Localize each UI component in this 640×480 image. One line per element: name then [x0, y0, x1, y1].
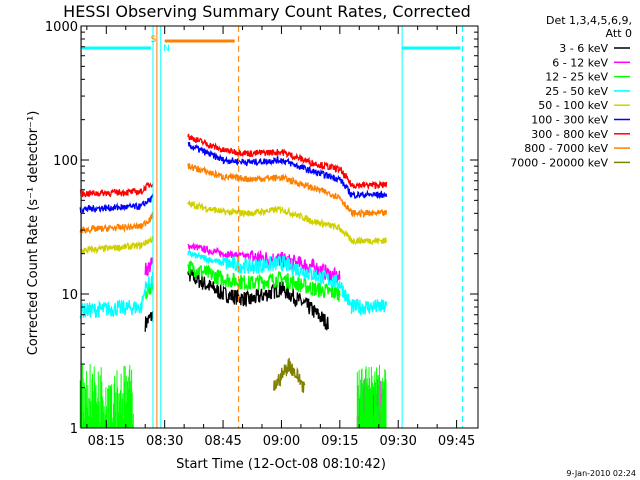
axes: 1 10 100 1000 08:15 08:30 08:45 09:00 09:15 09:30…: [45, 20, 479, 449]
series-line: [79, 249, 388, 319]
plot-area: SN: [79, 26, 463, 428]
series-7000-20000-kev: [273, 357, 306, 393]
series-50-100-kev: [80, 200, 388, 255]
series-line: [79, 133, 388, 198]
series-line: [144, 242, 341, 284]
x-tick-label: 09:00: [263, 434, 300, 449]
y-tick-label: 1000: [45, 20, 78, 35]
series-800-7000-kev: [79, 163, 388, 235]
y-axis-label: Corrected Count Rate (s⁻¹ detector⁻¹): [26, 111, 41, 356]
flag-label-s: S: [151, 35, 157, 45]
y-tick-label: 1: [70, 422, 78, 437]
flag-markers: SN: [80, 26, 463, 428]
legend-entry-label: 7000 - 20000 keV: [510, 156, 608, 169]
chart-title: HESSI Observing Summary Count Rates, Cor…: [63, 2, 471, 21]
series-line: [79, 163, 388, 235]
series-6-12-kev: [144, 242, 341, 284]
y-tick-label: 10: [61, 288, 78, 303]
legend-entry-label: 12 - 25 keV: [545, 71, 608, 84]
series-line: [273, 357, 306, 393]
low-count-bands: [79, 364, 387, 428]
legend-entry-label: 800 - 7000 keV: [524, 142, 608, 155]
series-300-800-kev: [79, 133, 388, 198]
x-tick-label: 08:15: [88, 434, 125, 449]
x-tick-label: 09:45: [438, 434, 475, 449]
x-tick-label: 09:15: [321, 434, 358, 449]
legend-header: Det 1,3,4,5,6,9,: [546, 14, 632, 27]
timestamp: 9-Jan-2010 02:24: [566, 469, 636, 478]
legend-entry-label: 50 - 100 keV: [538, 99, 608, 112]
legend-header: Att 0: [606, 27, 632, 40]
y-tick-label: 100: [53, 154, 78, 169]
plot-frame: [80, 25, 479, 429]
series-line: [144, 267, 329, 332]
x-tick-label: 08:30: [146, 434, 183, 449]
series-line: [80, 200, 388, 255]
x-tick-label: 09:30: [379, 434, 416, 449]
series-100-300-kev: [79, 141, 388, 214]
legend-entry-label: 6 - 12 keV: [552, 56, 608, 69]
series-line: [79, 141, 388, 214]
x-axis-label: Start Time (12-Oct-08 08:10:42): [176, 457, 386, 472]
flag-label-n: N: [163, 44, 170, 54]
series-25-50-kev: [79, 249, 388, 319]
legend-entry-label: 3 - 6 keV: [559, 42, 608, 55]
series-3-6-kev: [144, 267, 329, 332]
legend-entry-label: 300 - 800 keV: [531, 128, 608, 141]
legend-entry-label: 25 - 50 keV: [545, 85, 608, 98]
legend-entry-label: 100 - 300 keV: [531, 114, 608, 127]
x-tick-label: 08:45: [204, 434, 241, 449]
